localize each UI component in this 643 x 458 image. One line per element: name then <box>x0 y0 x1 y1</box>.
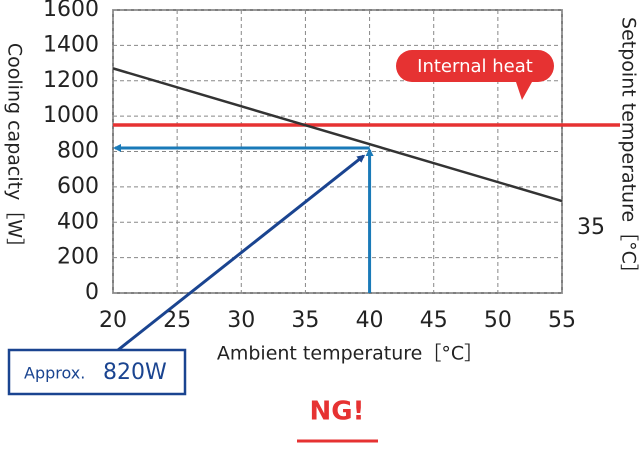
capacity-line <box>112 67 563 203</box>
setpoint-label: 35 <box>577 215 605 240</box>
y-tick-label: 600 <box>57 174 99 199</box>
y-tick-label: 1400 <box>43 32 99 57</box>
y-tick-label: 1000 <box>43 103 99 128</box>
x-tick-label: 30 <box>227 308 255 333</box>
approx-text: Approx. <box>24 364 85 383</box>
approx-label: 820W <box>103 360 167 385</box>
y-tick-label: 800 <box>57 139 99 164</box>
x-tick-label: 50 <box>484 308 512 333</box>
y-axis-label: Cooling capacity［W］ <box>4 43 26 257</box>
verdict: NG! <box>310 397 365 427</box>
y-tick-label: 0 <box>85 280 99 305</box>
x-tick-label: 20 <box>99 308 127 333</box>
x-tick-label: 40 <box>356 308 384 333</box>
approx-box <box>7 348 187 396</box>
x-tick-label: 55 <box>548 308 576 333</box>
y2-axis-label: Setpoint temperature［°C］ <box>618 17 640 283</box>
y-tick-label: 200 <box>57 245 99 270</box>
y-tick-label: 1200 <box>43 68 99 93</box>
callout-text: Internal heat <box>417 56 533 77</box>
y-tick-label: 1600 <box>43 0 99 22</box>
pointer <box>117 154 366 352</box>
y-tick-label: 400 <box>57 209 99 234</box>
x-axis-label: Ambient temperature［°C］ <box>217 343 483 365</box>
x-tick-label: 35 <box>291 308 319 333</box>
x-tick-label: 45 <box>420 308 448 333</box>
callout <box>396 50 554 100</box>
